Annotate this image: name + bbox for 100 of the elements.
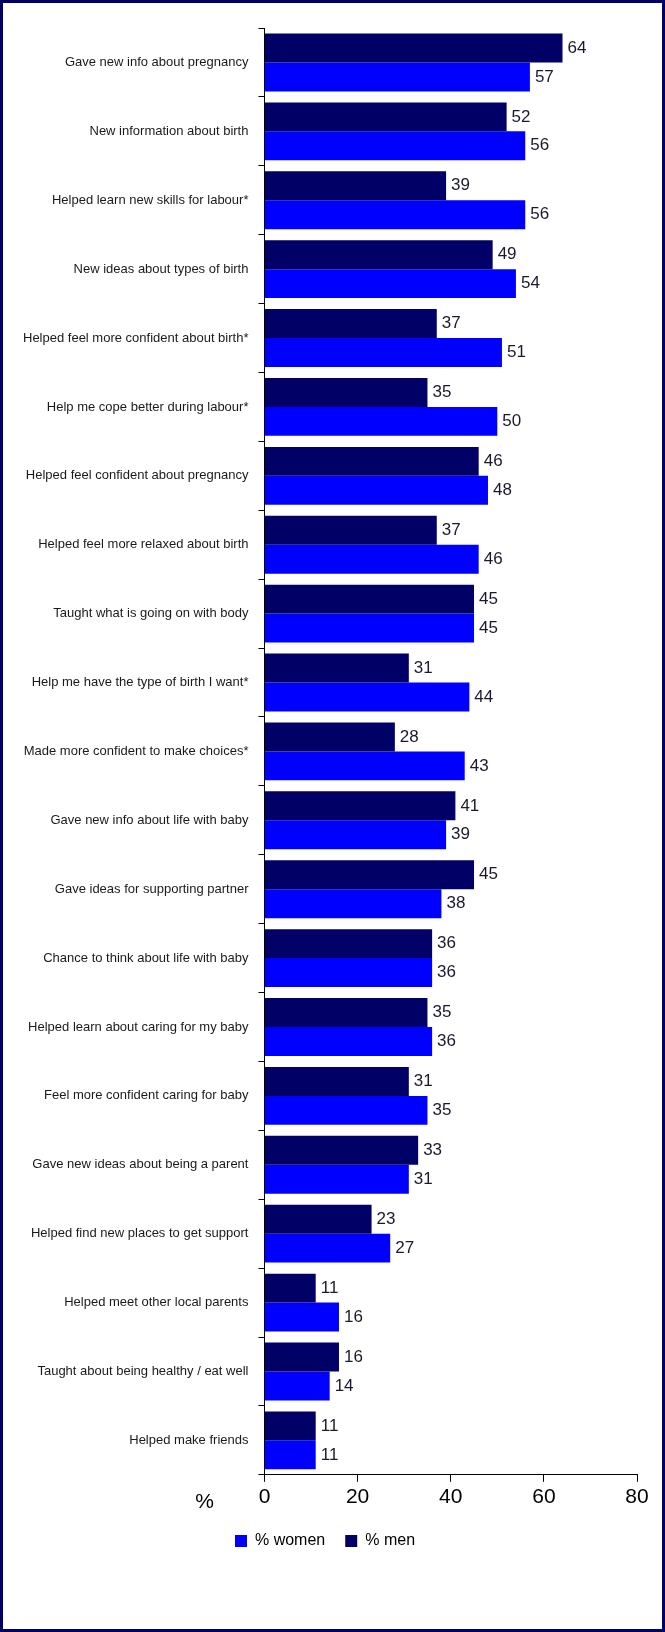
data-label: 64 <box>567 37 587 57</box>
bar <box>264 240 493 270</box>
bar <box>264 1164 409 1194</box>
data-label: 46 <box>483 548 503 568</box>
bar <box>264 1066 409 1096</box>
bar <box>264 1440 316 1470</box>
y-tick-label: Helped feel confident about pregnancy <box>25 467 249 483</box>
data-label: 38 <box>446 893 466 913</box>
bar <box>264 1026 433 1056</box>
y-tick-label: Gave new ideas about being a parent <box>32 1156 249 1172</box>
bar <box>264 102 507 132</box>
bar <box>264 377 428 407</box>
x-tick-label: 60 <box>532 1484 556 1508</box>
y-tick-label: Help me cope better during labour* <box>46 398 249 414</box>
y-tick-label: Feel more confident caring for baby <box>43 1087 249 1103</box>
bar <box>264 446 479 476</box>
y-tick-label: Gave new info about pregnancy <box>64 54 249 70</box>
data-label: 37 <box>441 313 461 333</box>
data-label: 35 <box>432 1100 452 1120</box>
bar <box>264 998 428 1027</box>
bar <box>264 515 437 545</box>
data-label: 45 <box>479 588 498 608</box>
bar <box>264 338 502 367</box>
bar <box>264 62 530 92</box>
y-tick-label: Gave ideas for supporting partner <box>54 880 250 896</box>
data-label: 49 <box>497 244 517 264</box>
data-label: 52 <box>511 106 531 126</box>
bar <box>264 653 409 683</box>
bar <box>264 889 442 919</box>
bar <box>264 860 475 890</box>
bar <box>264 1411 316 1441</box>
y-tick-label: Helped find new places to get support <box>30 1225 249 1241</box>
bar <box>264 171 447 201</box>
data-label: 57 <box>534 66 554 86</box>
y-tick-label: Helped feel more relaxed about birth <box>38 536 249 552</box>
data-label: 56 <box>530 204 550 224</box>
bar <box>264 309 437 339</box>
x-tick-label: 40 <box>439 1484 463 1508</box>
data-label: 35 <box>432 1002 452 1022</box>
y-tick-label: Helped meet other local parents <box>64 1294 249 1310</box>
data-label: 36 <box>437 933 457 953</box>
x-tick-label: 0 <box>258 1484 271 1508</box>
data-label: 54 <box>520 273 540 293</box>
data-label: 16 <box>343 1306 363 1326</box>
data-label: 41 <box>460 795 480 815</box>
data-label: 28 <box>399 726 419 746</box>
data-label: 31 <box>413 1071 433 1091</box>
data-label: 46 <box>483 451 503 471</box>
data-label: 14 <box>334 1375 354 1395</box>
data-label: 50 <box>502 411 522 431</box>
y-tick-label: Taught what is going on with body <box>53 605 249 621</box>
data-label: 31 <box>413 1168 433 1188</box>
data-label: 16 <box>343 1346 363 1366</box>
bar <box>264 1233 391 1263</box>
data-label: 56 <box>530 135 550 155</box>
y-tick-label: Help me have the type of birth I want* <box>31 674 249 690</box>
bar <box>264 584 475 614</box>
bar <box>264 791 456 821</box>
legend-label: % women <box>254 1531 326 1549</box>
bar <box>264 131 526 161</box>
data-label: 27 <box>395 1237 415 1257</box>
bar <box>264 1371 330 1401</box>
bar <box>264 929 433 959</box>
bar <box>264 1095 428 1125</box>
data-label: 11 <box>320 1444 339 1464</box>
data-label: 35 <box>432 382 452 402</box>
bar <box>264 406 498 436</box>
legend-label: % men <box>365 1531 416 1549</box>
bar <box>264 33 563 63</box>
data-label: 48 <box>492 479 512 499</box>
bar <box>264 200 526 230</box>
data-label: 43 <box>469 755 489 775</box>
data-label: 23 <box>376 1208 396 1228</box>
bar <box>264 475 488 505</box>
bar <box>264 1342 339 1372</box>
bar <box>264 751 465 781</box>
x-axis-title: % <box>195 1489 214 1513</box>
bar <box>264 682 470 712</box>
x-tick-label: 20 <box>345 1484 370 1508</box>
data-label: 39 <box>451 175 470 195</box>
y-tick-label: Made more confident to make choices* <box>23 742 249 758</box>
bar <box>264 544 479 574</box>
data-label: 33 <box>423 1139 443 1159</box>
bar <box>264 722 395 752</box>
y-tick-label: Helped learn about caring for my baby <box>28 1018 249 1034</box>
bar <box>264 1273 316 1303</box>
bar <box>264 1302 339 1332</box>
data-label: 36 <box>437 962 457 982</box>
data-label: 39 <box>451 824 470 844</box>
x-tick-label: 80 <box>625 1484 649 1508</box>
bar <box>264 1135 419 1165</box>
data-label: 11 <box>320 1415 339 1435</box>
y-tick-label: Helped feel more confident about birth* <box>22 329 249 345</box>
data-label: 44 <box>474 686 494 706</box>
data-label: 37 <box>441 519 461 539</box>
bar <box>264 1204 372 1234</box>
y-tick-label: Helped make friends <box>129 1431 249 1447</box>
data-label: 45 <box>479 864 498 884</box>
y-tick-label: New ideas about types of birth <box>73 260 249 276</box>
data-label: 45 <box>479 617 498 637</box>
